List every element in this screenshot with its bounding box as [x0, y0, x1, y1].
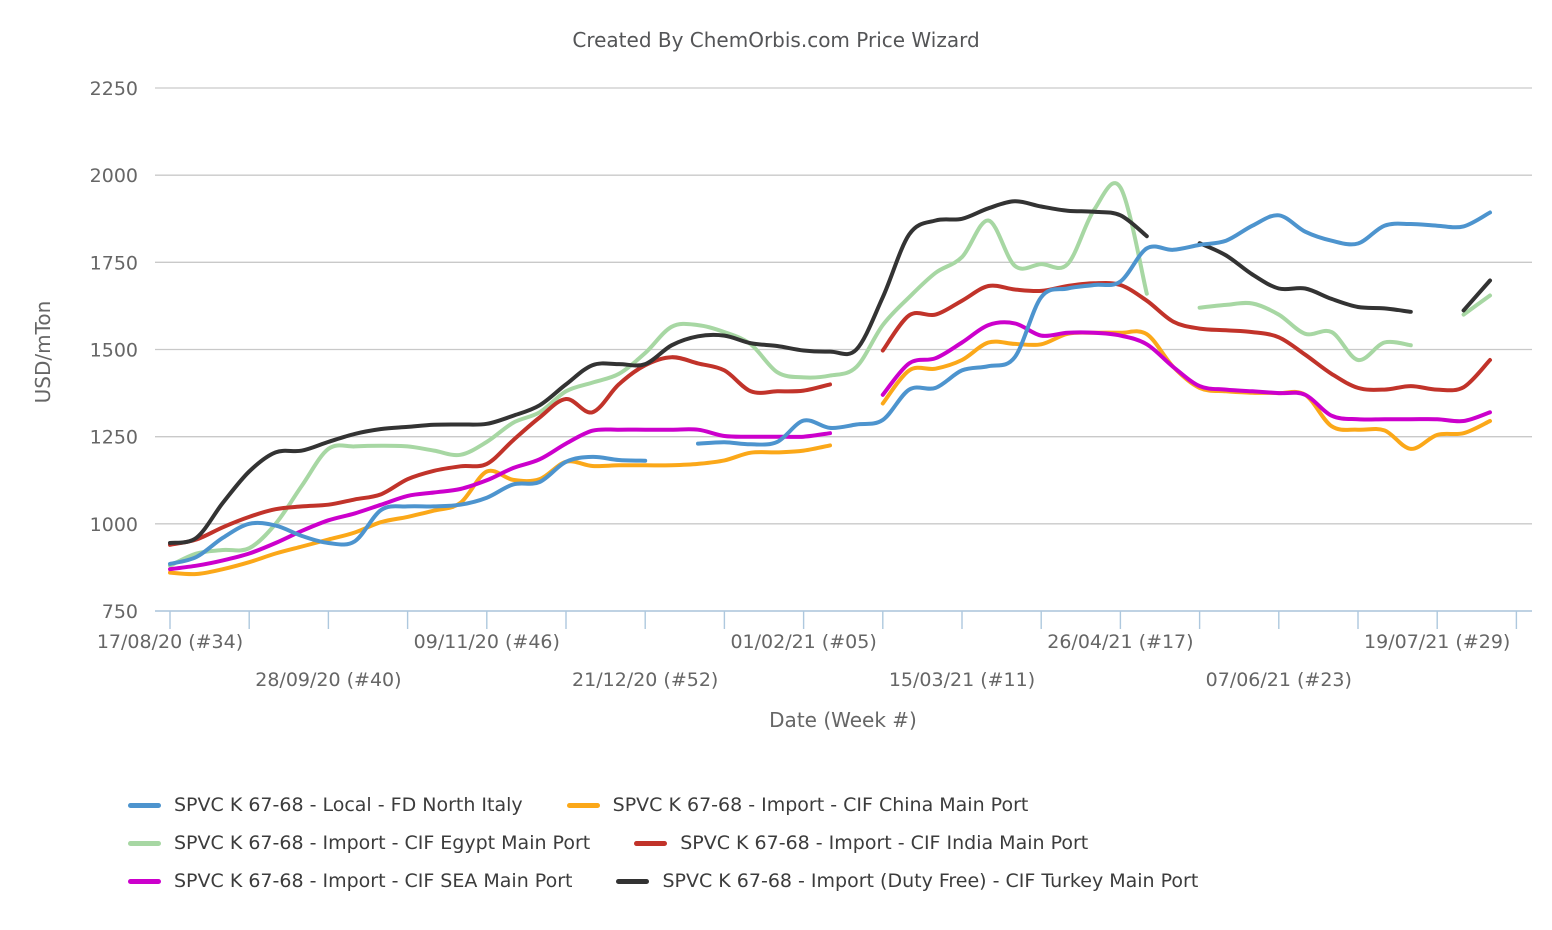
- series-line-0[interactable]: [168, 210, 1492, 566]
- series-line-4[interactable]: [168, 320, 1492, 572]
- y-tick-label: 750: [102, 601, 138, 623]
- legend-item[interactable]: SPVC K 67-68 - Import - CIF China Main P…: [566, 793, 1029, 817]
- x-tick-label: 01/02/21 (#05): [730, 631, 876, 653]
- legend-item[interactable]: SPVC K 67-68 - Local - FD North Italy: [128, 793, 523, 817]
- x-axis: [155, 610, 1532, 629]
- series-segment[interactable]: [1197, 241, 1413, 314]
- series-segment[interactable]: [880, 320, 1492, 424]
- legend-item[interactable]: SPVC K 67-68 - Import - CIF Egypt Main P…: [128, 831, 590, 855]
- legend-row: SPVC K 67-68 - Import - CIF SEA Main Por…: [128, 869, 1198, 893]
- legend-swatch-icon: [634, 840, 668, 846]
- legend-swatch-icon: [128, 878, 161, 884]
- chart-title: Created By ChemOrbis.com Price Wizard: [572, 28, 980, 52]
- y-axis-title: USD/mTon: [31, 301, 55, 404]
- legend-item[interactable]: SPVC K 67-68 - Import (Duty Free) - CIF …: [616, 869, 1198, 893]
- x-tick-label: 15/03/21 (#11): [889, 669, 1035, 691]
- y-tick-label: 2000: [90, 165, 138, 187]
- legend-label: SPVC K 67-68 - Import - CIF China Main P…: [612, 794, 1029, 816]
- legend-swatch-icon: [566, 802, 600, 808]
- y-tick-label: 1250: [90, 427, 138, 449]
- legend-swatch-icon: [616, 878, 650, 884]
- legend-label: SPVC K 67-68 - Local - FD North Italy: [174, 794, 523, 816]
- x-tick-label: 09/11/20 (#46): [414, 631, 560, 653]
- axis-tick-labels: 750 1000 1250 1500 1750 2000 2250 17/08/20 (#34…: [90, 78, 1511, 691]
- series-segment[interactable]: [1461, 278, 1492, 313]
- series-segment[interactable]: [168, 355, 832, 547]
- legend-label: SPVC K 67-68 - Import - CIF India Main P…: [680, 832, 1089, 854]
- series-line-5[interactable]: [168, 199, 1492, 545]
- legend-row: SPVC K 67-68 - Import - CIF Egypt Main P…: [128, 831, 1198, 855]
- x-tick-label: 28/09/20 (#40): [255, 669, 401, 691]
- legend-swatch-icon: [128, 840, 161, 846]
- x-tick-label: 21/12/20 (#52): [572, 669, 718, 691]
- series-line-3[interactable]: [168, 280, 1492, 547]
- series-line-2[interactable]: [168, 181, 1492, 568]
- series-segment[interactable]: [168, 181, 1149, 568]
- series-segment[interactable]: [1461, 293, 1492, 317]
- y-tick-label: 1500: [90, 340, 138, 362]
- x-tick-label: 07/06/21 (#23): [1206, 669, 1352, 691]
- y-tick-label: 1750: [90, 252, 138, 274]
- legend-label: SPVC K 67-68 - Import - CIF SEA Main Por…: [174, 870, 573, 892]
- series-segment[interactable]: [1197, 300, 1413, 363]
- y-tick-label: 1000: [90, 514, 138, 536]
- legend: SPVC K 67-68 - Local - FD North Italy SPV…: [128, 793, 1198, 893]
- series-segment[interactable]: [880, 280, 1492, 393]
- legend-item[interactable]: SPVC K 67-68 - Import - CIF India Main P…: [634, 831, 1088, 855]
- legend-label: SPVC K 67-68 - Import - CIF Egypt Main P…: [174, 832, 591, 854]
- series-segment[interactable]: [696, 210, 1492, 447]
- series-segment[interactable]: [168, 454, 648, 566]
- legend-label: SPVC K 67-68 - Import (Duty Free) - CIF …: [662, 870, 1199, 892]
- x-tick-label: 26/04/21 (#17): [1047, 631, 1193, 653]
- legend-item[interactable]: SPVC K 67-68 - Import - CIF SEA Main Por…: [128, 869, 572, 893]
- series-line-1[interactable]: [168, 329, 1492, 577]
- series-segment[interactable]: [168, 199, 1149, 545]
- legend-row: SPVC K 67-68 - Local - FD North Italy SPV…: [128, 793, 1198, 817]
- x-axis-title: Date (Week #): [769, 708, 917, 732]
- x-tick-label: 17/08/20 (#34): [97, 631, 243, 653]
- series-layer[interactable]: [168, 181, 1492, 577]
- legend-swatch-icon: [128, 802, 161, 808]
- series-segment[interactable]: [168, 427, 832, 572]
- x-tick-label: 19/07/21 (#29): [1364, 631, 1510, 653]
- y-tick-label: 2250: [90, 78, 138, 100]
